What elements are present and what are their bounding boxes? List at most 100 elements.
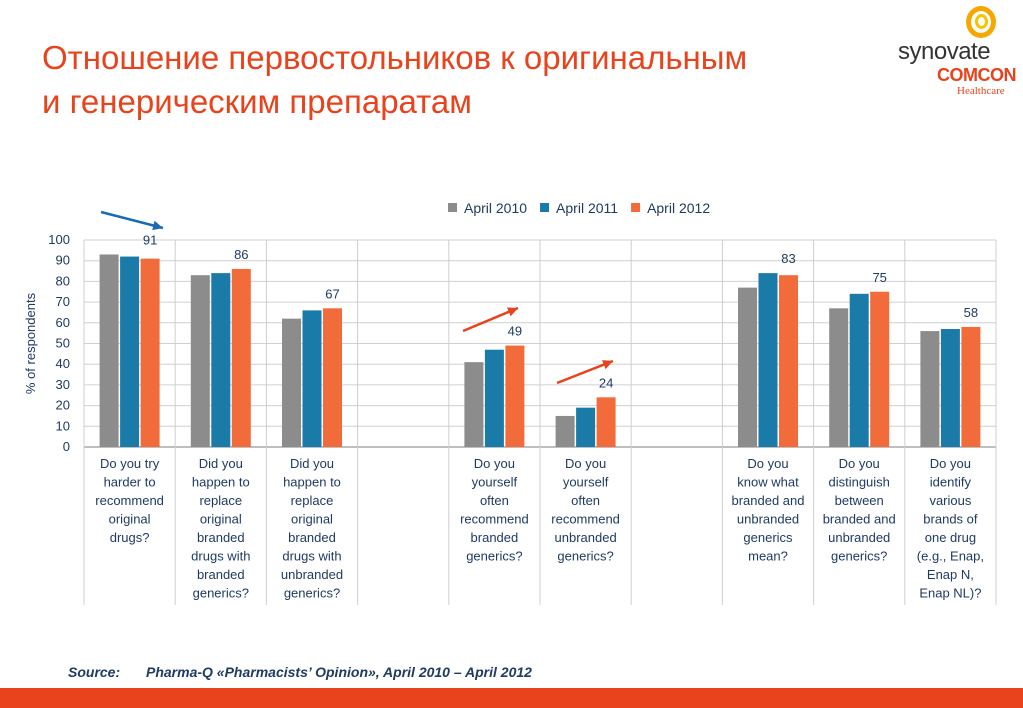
bar <box>829 308 849 447</box>
bar <box>849 293 869 447</box>
bar <box>140 258 160 447</box>
x-tick-label: often <box>571 493 600 508</box>
x-tick-label: happen to <box>192 475 250 490</box>
x-tick-label: generics? <box>466 549 522 564</box>
bar <box>779 275 798 447</box>
x-tick-label: unbranded <box>281 567 343 582</box>
x-tick-label: Do you try <box>100 456 160 471</box>
x-tick-label: drugs? <box>110 530 150 545</box>
x-tick-label: identify <box>930 475 972 490</box>
bar <box>961 326 981 447</box>
bar <box>464 362 484 447</box>
y-tick-label: 70 <box>56 294 70 309</box>
data-label: 75 <box>872 270 886 285</box>
x-tick-label: branded and <box>823 512 896 527</box>
logo-brand: synovate <box>898 38 991 65</box>
bar <box>302 310 322 447</box>
source-note: Source: Pharma-Q «Pharmacists’ Opinion», … <box>68 664 532 680</box>
y-tick-label: 10 <box>56 418 70 433</box>
source-label: Source: <box>68 664 121 680</box>
logo-ring-icon <box>966 6 996 38</box>
x-tick-label: Do you <box>930 456 971 471</box>
bar <box>920 331 940 447</box>
x-tick-label: Do you <box>565 456 606 471</box>
x-tick-label: generics? <box>831 549 887 564</box>
x-tick-label: yourself <box>472 475 518 490</box>
x-tick-label: often <box>480 493 509 508</box>
legend-swatch <box>448 203 457 212</box>
x-tick-label: generics? <box>193 586 249 601</box>
x-tick-label: Enap N, <box>927 567 974 582</box>
bar <box>555 415 575 447</box>
x-tick-label: branded <box>471 530 519 545</box>
x-tick-label: original <box>291 512 333 527</box>
logo-sub: COMCON <box>937 65 1017 85</box>
y-tick-label: 90 <box>56 253 70 268</box>
bar <box>738 287 757 447</box>
x-tick-label: Enap NL)? <box>919 586 981 601</box>
footer-bar <box>0 688 1023 708</box>
y-tick-label: 100 <box>48 232 70 247</box>
x-tick-label: Do you <box>474 456 515 471</box>
x-tick-label: Do you <box>839 456 880 471</box>
x-tick-label: Did you <box>290 456 334 471</box>
y-tick-label: 80 <box>56 273 70 288</box>
x-tick-label: various <box>929 493 971 508</box>
bar <box>576 407 596 447</box>
bar <box>870 291 890 447</box>
y-tick-label: 60 <box>56 315 70 330</box>
y-tick-label: 50 <box>56 336 70 351</box>
x-tick-label: unbranded <box>737 512 799 527</box>
trend-arrow-down-icon-head <box>152 220 163 231</box>
x-tick-label: unbranded <box>828 530 890 545</box>
y-tick-label: 30 <box>56 377 70 392</box>
bar <box>99 254 119 447</box>
x-tick-label: distinguish <box>828 475 889 490</box>
logo-division: Healthcare <box>957 85 1005 97</box>
bar <box>120 256 140 447</box>
title-line-2: и генерическим препаратам <box>42 83 472 120</box>
logo-ring-inner-icon <box>975 14 988 29</box>
bar <box>323 308 342 447</box>
y-tick-label: 20 <box>56 398 70 413</box>
trend-arrow-down-icon <box>100 210 164 230</box>
x-tick-label: harder to <box>104 475 156 490</box>
trend-arrow-up-icon <box>462 306 519 333</box>
bar <box>484 349 504 447</box>
x-tick-label: Do you <box>747 456 788 471</box>
x-tick-label: brands of <box>923 512 978 527</box>
y-tick-label: 0 <box>63 439 70 454</box>
x-tick-label: branded <box>288 530 336 545</box>
x-tick-label: branded <box>197 567 245 582</box>
x-tick-label: recommend <box>95 493 164 508</box>
x-tick-label: Did you <box>199 456 243 471</box>
x-tick-label: branded and <box>731 493 804 508</box>
trend-arrow-up-icon-head <box>507 307 518 317</box>
y-axis-label: % of respondents <box>23 292 38 394</box>
trend-arrow-up-icon <box>556 359 614 385</box>
bar <box>190 275 210 447</box>
bar <box>596 397 616 447</box>
bar <box>282 318 301 447</box>
legend-swatch <box>540 203 550 212</box>
data-label: 91 <box>143 232 157 247</box>
x-tick-label: unbranded <box>555 530 617 545</box>
trend-arrow-up-icon-head <box>602 360 613 370</box>
x-tick-label: drugs with <box>191 549 250 564</box>
x-tick-label: drugs with <box>282 549 341 564</box>
title-line-1: Отношение первостольников к оригинальным <box>42 39 748 76</box>
x-tick-label: recommend <box>551 512 620 527</box>
x-tick-label: generics <box>743 530 793 545</box>
x-tick-label: happen to <box>283 475 341 490</box>
legend-swatch <box>631 203 641 212</box>
legend-label: April 2011 <box>556 200 618 216</box>
x-tick-label: original <box>109 512 151 527</box>
legend-label: April 2012 <box>647 200 710 216</box>
x-tick-label: one drug <box>925 530 976 545</box>
x-tick-label: generics? <box>284 586 340 601</box>
source-text: Pharma-Q «Pharmacists’ Opinion», April 2… <box>146 664 532 680</box>
legend-label: April 2010 <box>464 200 527 216</box>
bar-chart: 0 10 20 30 40 50 60 70 80 90 100 91 Do you try harder… <box>23 200 997 605</box>
x-tick-label: (e.g., Enap, <box>917 549 984 564</box>
bar <box>758 273 778 447</box>
